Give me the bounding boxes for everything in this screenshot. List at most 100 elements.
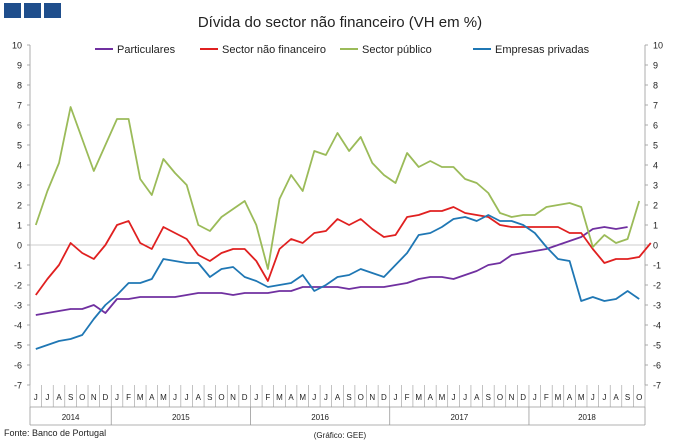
y-tick-label-right: 5 [653, 141, 658, 151]
month-tick-label: M [137, 393, 144, 402]
month-tick-label: F [405, 393, 410, 402]
month-tick-label: J [185, 393, 189, 402]
month-tick-label: S [346, 393, 351, 402]
y-tick-label-right: 9 [653, 61, 658, 71]
y-tick-label-left: -3 [14, 301, 22, 311]
month-tick-label: M [276, 393, 283, 402]
month-tick-label: N [509, 393, 515, 402]
month-tick-label: M [299, 393, 306, 402]
legend-label: Particulares [117, 44, 176, 56]
series-layer [34, 106, 652, 350]
month-tick-label: J [452, 393, 456, 402]
y-tick-label-right: -1 [653, 261, 661, 271]
y-tick-label-left: -2 [14, 281, 22, 291]
y-tick-label-right: -5 [653, 341, 661, 351]
plot-area: -7 -7 -6 -6 -5 -5 -4 -4 -3 -3 -2 -2 -1 -1 0 0 1 1 2 2 3 3 4 4 5 5… [12, 41, 663, 391]
credit-note: (Gráfico: GEE) [314, 431, 367, 440]
month-tick-label: J [324, 393, 328, 402]
month-tick-label: D [520, 393, 526, 402]
month-tick-label: O [358, 393, 364, 402]
y-tick-label-left: 10 [12, 41, 22, 51]
legend-label: Sector público [362, 44, 432, 56]
series-line-empresas-privadas [35, 214, 640, 350]
month-tick-label: N [230, 393, 236, 402]
month-tick-label: S [68, 393, 73, 402]
month-tick-label: A [335, 393, 341, 402]
y-tick-label-left: 6 [17, 121, 22, 131]
y-tick-label-left: 4 [17, 161, 22, 171]
y-tick-label-right: 3 [653, 181, 658, 191]
month-tick-label: A [567, 393, 573, 402]
month-tick-label: M [439, 393, 446, 402]
logo [4, 3, 61, 18]
month-tick-label: J [394, 393, 398, 402]
y-tick-label-left: 2 [17, 201, 22, 211]
series-line-sector-público [34, 106, 641, 270]
logo-block-3 [44, 3, 61, 18]
logo-block-1 [4, 3, 21, 18]
month-tick-label: M [160, 393, 167, 402]
month-tick-label: A [428, 393, 434, 402]
y-tick-label-right: 1 [653, 221, 658, 231]
y-tick-label-right: -3 [653, 301, 661, 311]
y-tick-label-left: -5 [14, 341, 22, 351]
month-tick-label: A [613, 393, 619, 402]
y-tick-label-left: 7 [17, 101, 22, 111]
y-tick-label-left: -1 [14, 261, 22, 271]
month-tick-label: J [173, 393, 177, 402]
month-tick-label: O [79, 393, 85, 402]
y-tick-label-left: 9 [17, 61, 22, 71]
month-tick-label: M [578, 393, 585, 402]
month-tick-label: F [126, 393, 131, 402]
month-tick-label: J [533, 393, 537, 402]
month-tick-label: A [196, 393, 202, 402]
legend-label: Sector não financeiro [222, 44, 326, 56]
logo-block-2 [24, 3, 41, 18]
month-tick-label: J [463, 393, 467, 402]
series-line-particulares [35, 226, 628, 316]
month-tick-label: D [242, 393, 248, 402]
y-tick-label-left: -7 [14, 381, 22, 391]
month-tick-label: M [555, 393, 562, 402]
year-label: 2015 [172, 413, 190, 422]
month-tick-label: F [544, 393, 549, 402]
month-tick-label: J [115, 393, 119, 402]
month-tick-label: S [486, 393, 491, 402]
y-tick-label-right: -7 [653, 381, 661, 391]
month-tick-label: N [369, 393, 375, 402]
month-tick-label: F [265, 393, 270, 402]
year-label: 2018 [578, 413, 596, 422]
y-tick-label-right: 8 [653, 81, 658, 91]
month-tick-label: O [497, 393, 503, 402]
month-tick-label: J [591, 393, 595, 402]
chart-title: Dívida do sector não financeiro (VH em %… [198, 14, 482, 31]
year-label: 2016 [311, 413, 329, 422]
month-tick-label: O [218, 393, 224, 402]
month-tick-label: A [149, 393, 155, 402]
y-tick-label-right: -6 [653, 361, 661, 371]
y-tick-label-left: 8 [17, 81, 22, 91]
month-tick-label: S [625, 393, 630, 402]
y-tick-label-left: 3 [17, 181, 22, 191]
month-tick-label: D [381, 393, 387, 402]
y-tick-label-right: -2 [653, 281, 661, 291]
source-note: Fonte: Banco de Portugal [4, 428, 106, 438]
month-tick-label: J [34, 393, 38, 402]
y-tick-label-left: -6 [14, 361, 22, 371]
month-tick-label: S [207, 393, 212, 402]
month-tick-label: A [474, 393, 480, 402]
y-tick-label-left: 5 [17, 141, 22, 151]
legend: Particulares Sector não financeiro Sector … [95, 44, 590, 56]
y-tick-label-left: 1 [17, 221, 22, 231]
y-tick-label-right: -4 [653, 321, 661, 331]
month-tick-label: J [602, 393, 606, 402]
y-tick-label-left: -4 [14, 321, 22, 331]
y-tick-label-right: 4 [653, 161, 658, 171]
series-line-sector-não-financeiro [35, 206, 652, 296]
month-tick-label: J [45, 393, 49, 402]
month-tick-label: D [103, 393, 109, 402]
month-tick-label: A [56, 393, 62, 402]
year-label: 2014 [62, 413, 80, 422]
